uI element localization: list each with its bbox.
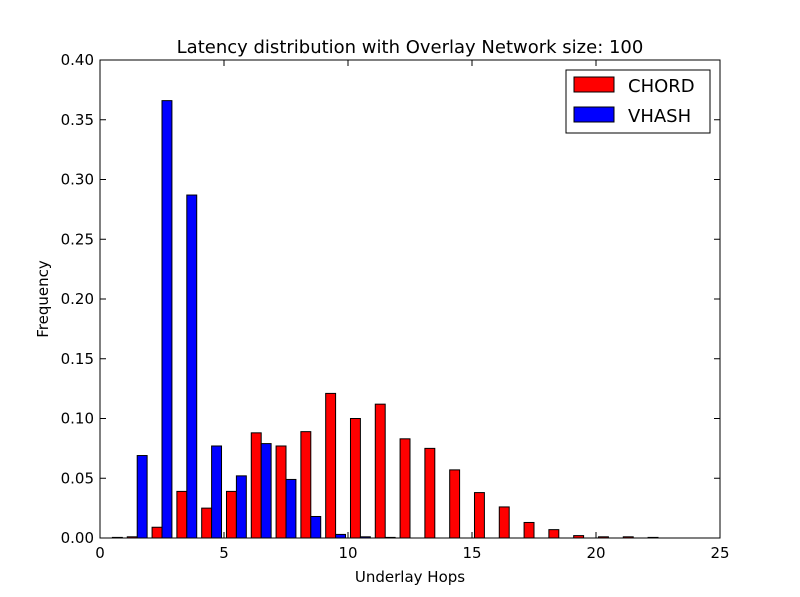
bar-vhash-8: [285, 478, 297, 539]
bar-chord-5: [225, 490, 237, 539]
bar-chord-3: [176, 490, 188, 539]
legend-swatch-chord: [573, 76, 615, 93]
y-tick-label: 0.15: [61, 350, 94, 368]
y-tick-label: 0.20: [61, 290, 94, 308]
legend-swatch-vhash: [573, 106, 615, 123]
bar-chord-11: [374, 403, 386, 539]
bar-vhash-4: [186, 194, 198, 539]
bar-chord-15: [473, 492, 485, 539]
y-tick-label: 0.00: [61, 529, 94, 547]
x-axis-label: Underlay Hops: [355, 568, 465, 586]
bar-chord-6: [250, 432, 262, 539]
bar-vhash-10: [335, 533, 347, 539]
y-tick-label: 0.40: [61, 51, 94, 69]
bar-vhash-2: [136, 455, 148, 539]
ticks-group: [99, 59, 721, 539]
chart-title: Latency distribution with Overlay Networ…: [177, 37, 644, 58]
bar-vhash-7: [260, 443, 272, 539]
y-axis-label: Frequency: [34, 260, 52, 338]
bar-chord-13: [424, 447, 436, 539]
bar-vhash-5: [211, 445, 223, 539]
bar-chord-16: [498, 506, 510, 539]
legend: CHORD VHASH: [565, 69, 711, 134]
y-tick-label: 0.10: [61, 410, 94, 428]
bar-chord-14: [449, 469, 461, 539]
y-tick-label: 0.30: [61, 171, 94, 189]
bar-chord-10: [349, 418, 361, 539]
bar-vhash-6: [235, 475, 247, 539]
bar-chord-7: [275, 445, 287, 539]
bar-chord-4: [201, 507, 213, 539]
x-tick-label: 15: [462, 544, 481, 562]
bar-vhash-9: [310, 515, 322, 539]
legend-label-chord: CHORD: [628, 76, 695, 97]
x-tick-label: 5: [219, 544, 229, 562]
bar-chord-2: [151, 526, 163, 539]
bar-chord-8: [300, 431, 312, 539]
bar-chord-17: [523, 521, 535, 539]
x-tick-label: 25: [710, 544, 729, 562]
bar-vhash-3: [161, 100, 173, 539]
bar-chord-12: [399, 438, 411, 539]
tick-labels-group: 0 5 10 15 20 25 0.00 0.05 0.10 0.15 0.20 0.25 0.30 0.…: [61, 51, 730, 562]
x-tick-label: 10: [338, 544, 357, 562]
bar-chord-18: [548, 529, 560, 539]
y-tick-label: 0.25: [61, 230, 94, 248]
y-tick-label: 0.35: [61, 111, 94, 129]
legend-label-vhash: VHASH: [628, 106, 691, 127]
y-tick-label: 0.05: [61, 469, 94, 487]
x-tick-label: 20: [586, 544, 605, 562]
bar-chord-9: [325, 392, 337, 539]
x-tick-label: 0: [95, 544, 105, 562]
